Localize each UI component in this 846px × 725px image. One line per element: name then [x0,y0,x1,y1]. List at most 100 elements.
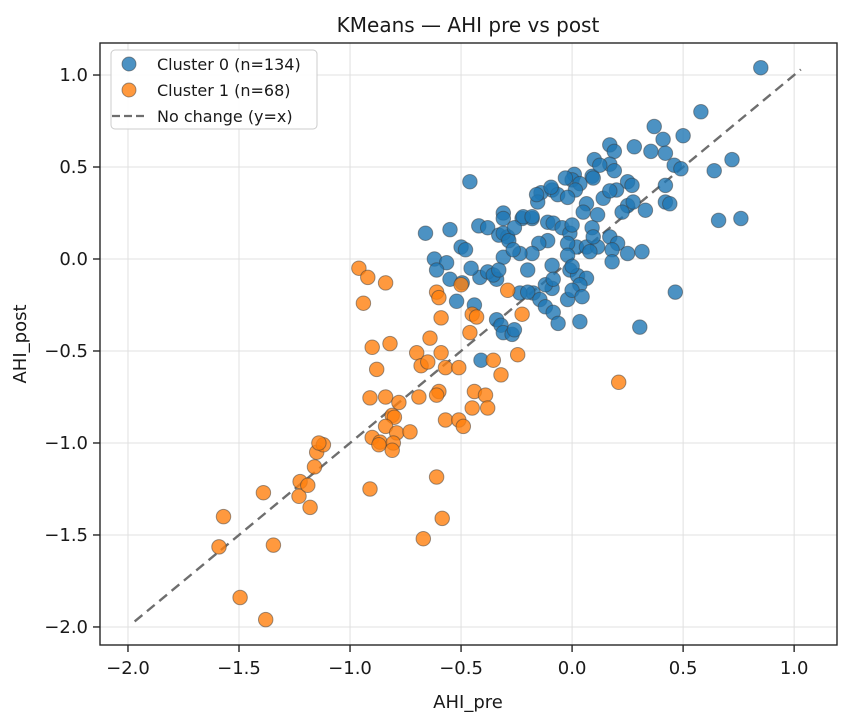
x-tick-label: −2.0 [106,658,150,679]
y-tick-label: −1.5 [44,525,88,546]
scatter-point-cluster1 [453,277,469,293]
scatter-point-cluster1 [431,289,447,306]
scatter-point-cluster1 [402,424,418,440]
scatter-point-cluster0 [604,254,620,270]
scatter-point-cluster1 [437,359,454,376]
scatter-point-cluster0 [417,225,434,241]
scatter-point-cluster1 [437,412,454,428]
legend: Cluster 0 (n=134) Cluster 1 (n=68) No ch… [110,49,318,130]
y-tick-label: 0.0 [59,249,88,270]
scatter-point-cluster0 [428,262,445,278]
scatter-point-cluster0 [657,145,674,161]
scatter-point-cluster1 [215,508,232,525]
scatter-point-cluster1 [255,484,272,501]
scatter-point-cluster1 [464,400,480,416]
scatter-point-cluster1 [232,589,248,606]
y-tick-label: −1.0 [44,433,88,454]
legend-marker-cluster1 [121,82,137,98]
scatter-point-cluster1 [434,510,450,527]
scatter-point-cluster0 [550,315,566,332]
y-axis-label: AHI_post [10,304,31,383]
scatter-point-cluster1 [291,488,307,505]
scatter-point-cluster0 [753,59,769,76]
scatter-point-cluster0 [693,104,709,120]
scatter-point-cluster1 [493,367,509,383]
axes-frame [99,42,838,646]
scatter-point-cluster0 [602,183,618,199]
scatter-point-cluster1 [428,387,445,403]
scatter-point-cluster0 [637,202,654,218]
scatter-point-cluster1 [420,354,436,370]
scatter-point-cluster1 [485,352,502,368]
scatter-point-cluster1 [462,324,478,341]
scatter-point-cluster1 [422,330,438,346]
y-tick-label: −0.5 [44,341,88,362]
legend-label-noChange: No change (y=x) [157,107,293,126]
x-tick-label: 0.0 [558,658,587,679]
x-tick-label: −0.5 [439,658,483,679]
scatter-point-cluster1 [306,459,323,475]
scatter-point-cluster0 [572,313,588,330]
scatter-point-cluster0 [574,288,590,305]
scatter-point-cluster0 [710,212,727,229]
scatter-point-cluster1 [610,374,627,391]
scatter-point-cluster0 [624,177,640,194]
scatter-point-cluster1 [468,309,485,325]
scatter-point-cluster1 [382,335,398,352]
scatter-point-cluster0 [643,143,659,160]
scatter-point-cluster0 [614,204,630,220]
scatter-point-cluster0 [519,284,536,300]
scatter-point-cluster0 [462,173,478,190]
scatter-point-cluster1 [377,275,394,291]
scatter-point-cluster1 [451,359,467,376]
scatter-point-cluster1 [364,339,380,356]
scatter-point-cluster0 [619,245,636,262]
y-tick-label: −2.0 [44,617,88,638]
scatter-point-cluster0 [733,210,749,227]
scatter-point-cluster1 [362,390,378,406]
legend-label-cluster0: Cluster 0 (n=134) [157,55,301,74]
x-axis-label: AHI_pre [433,692,503,713]
scatter-point-cluster0 [662,196,678,212]
scatter-point-cluster1 [302,499,318,516]
scatter-point-cluster0 [506,322,523,338]
scatter-point-cluster0 [564,217,580,233]
scatter-point-cluster0 [448,293,465,310]
scatter-point-cluster0 [625,194,641,210]
scatter-point-cluster0 [575,204,591,220]
scatter-point-cluster1 [428,469,445,485]
scatter-point-cluster1 [455,418,472,435]
scatter-point-cluster1 [514,306,530,322]
scatter-point-cluster1 [479,400,496,416]
scatter-point-cluster0 [589,207,606,223]
scatter-point-cluster0 [606,162,623,179]
y-tick-label: 0.5 [59,157,88,178]
scatter-point-cluster0 [706,162,722,179]
scatter-point-cluster1 [499,282,516,299]
scatter-point-cluster0 [582,243,598,260]
scatter-point-cluster0 [491,262,507,278]
scatter-point-cluster1 [300,477,316,494]
scatter-point-cluster1 [391,394,407,411]
scatter-point-cluster0 [524,208,540,225]
scatter-point-cluster0 [592,157,608,173]
x-tick-label: −1.5 [217,658,261,679]
cluster1-points [211,260,627,628]
scatter-point-cluster1 [362,481,378,497]
scatter-point-cluster1 [211,539,227,555]
scatter-point-cluster1 [368,361,385,378]
scatter-point-cluster0 [626,139,643,155]
scatter-point-cluster1 [509,346,526,363]
x-tick-label: 1.0 [780,658,809,679]
y-tick-label: 1.0 [59,65,88,86]
scatter-point-cluster0 [673,161,689,177]
scatter-point-cluster0 [543,179,559,195]
scatter-point-cluster1 [415,530,432,547]
scatter-point-cluster1 [377,389,394,405]
x-tick-label: 0.5 [669,658,698,679]
scatter-point-cluster0 [724,151,740,168]
scatter-point-cluster0 [564,258,580,275]
scatter-point-cluster0 [675,127,691,144]
